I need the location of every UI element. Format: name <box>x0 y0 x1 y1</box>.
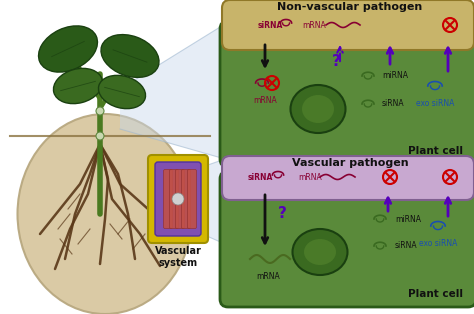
FancyBboxPatch shape <box>175 170 184 229</box>
Polygon shape <box>168 159 225 244</box>
FancyBboxPatch shape <box>188 170 197 229</box>
Polygon shape <box>120 24 225 159</box>
Circle shape <box>96 107 104 115</box>
Text: mRNA: mRNA <box>298 174 322 182</box>
Text: siRNA: siRNA <box>395 241 418 251</box>
Text: mRNA: mRNA <box>256 272 280 281</box>
Text: ?: ? <box>278 207 287 221</box>
Ellipse shape <box>18 114 192 314</box>
Text: siRNA: siRNA <box>382 100 405 109</box>
Text: Plant cell: Plant cell <box>408 146 463 156</box>
FancyBboxPatch shape <box>222 0 474 50</box>
Text: ?: ? <box>331 53 340 68</box>
Text: exo siRNA: exo siRNA <box>416 99 454 108</box>
Text: mRNA: mRNA <box>302 21 326 30</box>
Ellipse shape <box>38 26 98 72</box>
Text: Plant cell: Plant cell <box>408 289 463 299</box>
Text: miRNA: miRNA <box>382 72 408 80</box>
Ellipse shape <box>292 229 347 275</box>
Text: siRNA: siRNA <box>258 21 283 30</box>
Circle shape <box>96 132 104 140</box>
Ellipse shape <box>304 239 336 265</box>
Ellipse shape <box>291 85 346 133</box>
Text: Vascular pathogen: Vascular pathogen <box>292 158 408 168</box>
FancyBboxPatch shape <box>155 162 201 236</box>
FancyBboxPatch shape <box>170 170 179 229</box>
FancyBboxPatch shape <box>220 21 474 167</box>
Text: Non-vascular pathogen: Non-vascular pathogen <box>277 2 423 12</box>
Text: mRNA: mRNA <box>253 96 277 105</box>
FancyBboxPatch shape <box>148 155 208 243</box>
Text: siRNA: siRNA <box>248 174 273 182</box>
FancyBboxPatch shape <box>164 170 173 229</box>
FancyBboxPatch shape <box>220 171 474 307</box>
Text: exo siRNA: exo siRNA <box>419 239 457 248</box>
Text: miRNA: miRNA <box>395 214 421 224</box>
Ellipse shape <box>99 75 146 109</box>
Ellipse shape <box>54 68 102 104</box>
FancyBboxPatch shape <box>182 170 191 229</box>
FancyBboxPatch shape <box>222 156 474 200</box>
Ellipse shape <box>302 95 334 123</box>
Circle shape <box>172 193 184 205</box>
Ellipse shape <box>101 35 159 78</box>
Text: Vascular
system: Vascular system <box>155 246 201 268</box>
